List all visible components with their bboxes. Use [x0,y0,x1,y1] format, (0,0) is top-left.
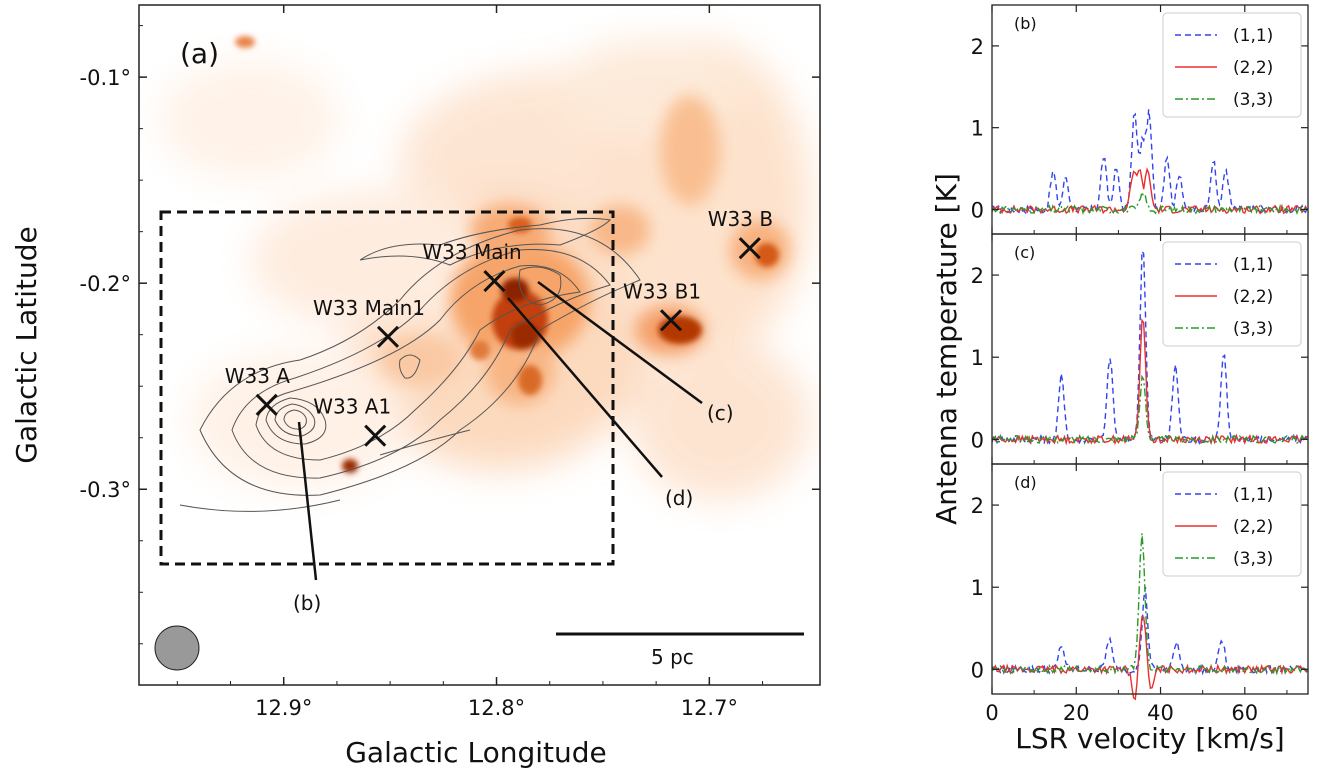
spectra-xlabel: LSR velocity [km/s] [1015,722,1284,755]
panel-label: (b) [1014,14,1037,33]
legend-label: (2,2) [1233,517,1273,537]
spectrum-panel: 0 1 2 (b) (1,1) (2,2) (3,3) [971,4,1309,235]
pointer-label-d: (d) [665,486,693,510]
source-label: W33 Main1 [313,296,425,320]
spectrum-frame [991,463,1309,695]
map-x-tick-label: 12.7° [681,696,738,720]
x-tick-label: 0 [985,701,998,725]
y-tick-label: 2 [971,494,984,518]
legend-box [1162,12,1302,118]
y-tick-label: 2 [971,264,984,288]
series-line [991,317,1308,446]
y-tick-label: 1 [971,117,984,141]
series-line [991,586,1308,676]
panel-label: (c) [1014,243,1035,262]
source-marker [255,393,278,416]
x-tick-label: 40 [1147,701,1174,725]
panel-label: (d) [1014,473,1037,492]
legend-label: (1,1) [1233,255,1273,275]
series-line [991,374,1308,446]
pointer-lines [297,280,703,581]
legend-box [1162,471,1302,577]
y-tick-label: 1 [971,346,984,370]
series-line [991,189,1308,216]
y-tick-label: 1 [971,576,984,600]
source-marker [376,325,400,348]
source-label: W33 Main [422,240,521,264]
legend-label: (2,2) [1233,287,1273,307]
x-tick-label: 60 [1231,701,1258,725]
map-axes: 12.9° 12.8° 12.7° -0.1° -0.2° -0.3° [80,5,820,720]
map-x-tick-label: 12.8° [468,696,525,720]
map-y-tick-label: -0.2° [80,272,131,296]
source-label: W33 B1 [623,279,701,303]
legend-label: (1,1) [1233,485,1273,505]
map-xlabel: Galactic Longitude [345,736,607,769]
pointer-line-c [537,280,703,405]
spectra-ylabel: Antenna temperature [K] [930,173,963,525]
map-y-tick-label: -0.1° [80,66,131,90]
source-marker [738,237,761,260]
legend-label: (3,3) [1233,549,1273,569]
legend-box [1162,241,1302,347]
y-tick-label: 0 [971,428,984,452]
map-y-tick-label: -0.3° [80,478,131,502]
x-tick-label: 20 [1063,701,1090,725]
legend-label: (2,2) [1233,58,1273,78]
source-marker [659,309,683,332]
spectra-panels: 0 1 2 (b) (1,1) (2,2) (3,3) 0 1 2 (c) (1,1) (2,2) (3,… [971,4,1309,725]
pointer-line-d [507,297,663,478]
y-tick-label: 0 [971,198,984,222]
series-line [991,533,1308,676]
scale-bar-label: 5 pc [651,645,694,669]
legend: (1,1) (2,2) (3,3) [1162,471,1302,577]
source-label: W33 A [225,364,291,388]
legend-label: (3,3) [1233,90,1273,110]
source-markers: W33 A W33 A1 W33 Main1 W33 Main W33 B1 W33 B [225,207,773,447]
series-line [991,167,1308,215]
emission-image [160,36,810,512]
series-line [991,615,1308,701]
y-tick-label: 2 [971,35,984,59]
legend-label: (1,1) [1233,26,1273,46]
legend: (1,1) (2,2) (3,3) [1162,12,1302,118]
source-label: W33 A1 [313,395,391,419]
panel-label-a: (a) [180,37,219,70]
series-line [991,109,1308,215]
pointer-label-b: (b) [293,591,321,615]
source-marker [483,270,506,293]
pointer-line-b [297,421,318,581]
y-tick-label: 0 [971,658,984,682]
region-box [159,210,615,566]
map-frame [138,4,821,686]
beam-icon [154,625,200,671]
source-marker [364,424,387,447]
pointer-label-c: (c) [707,401,734,425]
legend-label: (3,3) [1233,319,1273,339]
spectrum-panel: 0 1 2 (c) (1,1) (2,2) (3,3) [971,233,1309,465]
map-ylabel: Galactic Latitude [10,226,43,463]
source-label: W33 B [708,207,773,231]
map-x-tick-label: 12.9° [255,696,312,720]
legend: (1,1) (2,2) (3,3) [1162,241,1302,347]
